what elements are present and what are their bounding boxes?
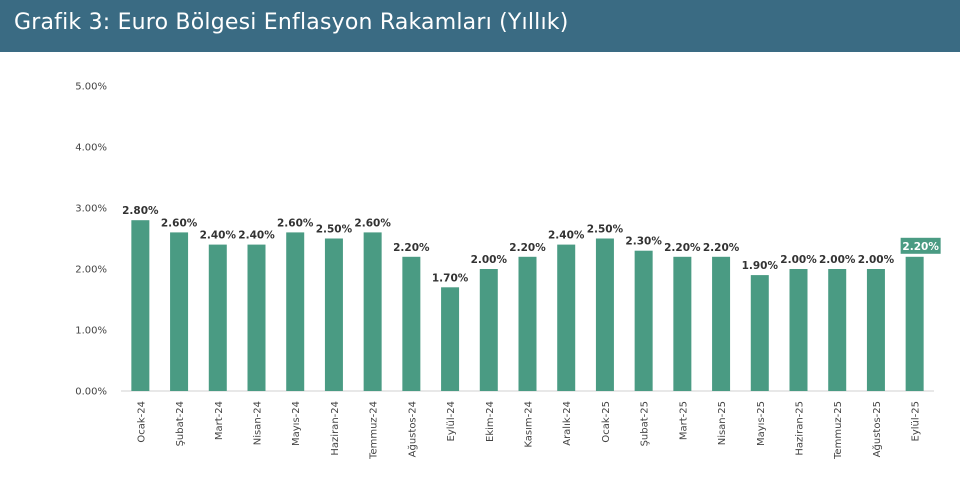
data-label: 2.30% <box>625 236 662 248</box>
data-label: 2.50% <box>316 224 353 236</box>
data-label: 1.90% <box>742 260 779 272</box>
data-label: 2.60% <box>354 217 391 229</box>
bar <box>673 256 692 391</box>
x-tick-label: Ekim-24 <box>485 401 496 442</box>
data-label: 2.20% <box>509 242 546 254</box>
data-label: 2.00% <box>858 254 895 266</box>
y-tick-label: 2.00% <box>75 265 107 276</box>
x-tick-label: Ocak-24 <box>136 401 147 443</box>
bar <box>363 232 382 391</box>
data-label: 2.00% <box>819 254 856 266</box>
x-tick-label: Mayıs-24 <box>291 401 302 446</box>
data-label: 2.40% <box>548 230 585 242</box>
data-label: 2.20% <box>703 242 740 254</box>
x-tick-label: Şubat-25 <box>640 401 651 446</box>
x-tick-label: Temmuz-25 <box>833 401 844 460</box>
bar <box>595 238 614 391</box>
bar <box>324 238 343 391</box>
data-label: 2.20% <box>664 242 701 254</box>
x-tick-label: Ağustos-25 <box>871 401 883 457</box>
bar <box>789 269 808 391</box>
x-tick-label: Mayıs-25 <box>756 401 767 446</box>
bar <box>634 250 653 391</box>
y-tick-label: 1.00% <box>75 326 107 337</box>
x-tick-label: Nisan-25 <box>717 401 728 445</box>
bar <box>286 232 305 391</box>
x-tick-label: Eylül-24 <box>446 401 457 441</box>
x-tick-label: Aralık-24 <box>562 401 573 446</box>
y-tick-label: 0.00% <box>75 387 107 398</box>
bar <box>712 256 731 391</box>
data-label: 2.20% <box>902 241 939 253</box>
data-label: 2.80% <box>122 205 159 217</box>
bar <box>131 220 150 391</box>
x-tick-label: Temmuz-24 <box>369 401 380 460</box>
x-tick-label: Mart-24 <box>214 401 225 440</box>
data-label: 2.50% <box>587 224 624 236</box>
bar <box>170 232 189 391</box>
data-label: 2.40% <box>238 230 275 242</box>
highlight-label-box <box>900 237 941 254</box>
bar <box>557 244 576 391</box>
x-tick-label: Haziran-24 <box>330 401 341 456</box>
bar <box>479 269 498 391</box>
data-label: 2.20% <box>393 242 430 254</box>
bar <box>208 244 227 391</box>
bar <box>247 244 266 391</box>
bar <box>866 269 885 391</box>
x-tick-label: Şubat-24 <box>175 401 186 446</box>
y-tick-label: 5.00% <box>75 82 107 93</box>
x-tick-label: Mart-25 <box>678 401 689 440</box>
data-label: 2.60% <box>277 217 314 229</box>
x-tick-label: Eylül-25 <box>911 401 922 441</box>
data-label: 2.00% <box>471 254 508 266</box>
chart-area: 0.00% 1.00% 2.00% 3.00% 4.00% 5.00% 2.80% Ocak-… <box>0 52 960 487</box>
bar <box>905 256 924 391</box>
x-tick-label: Ağustos-24 <box>406 401 418 457</box>
bar <box>441 287 460 391</box>
y-tick-label: 3.00% <box>75 204 107 215</box>
bar <box>750 275 769 391</box>
x-tick-label: Kasım-24 <box>524 401 535 448</box>
bar <box>828 269 847 391</box>
data-label: 1.70% <box>432 272 469 284</box>
x-tick-label: Nisan-24 <box>253 401 264 445</box>
data-label: 2.60% <box>161 217 198 229</box>
y-tick-label: 4.00% <box>75 143 107 154</box>
data-label: 2.40% <box>200 230 237 242</box>
x-tick-label: Haziran-25 <box>795 401 806 456</box>
bar <box>518 256 537 391</box>
chart-title: Grafik 3: Euro Bölgesi Enflasyon Rakamla… <box>14 10 569 35</box>
bar <box>402 256 421 391</box>
title-banner: Grafik 3: Euro Bölgesi Enflasyon Rakamla… <box>0 0 960 52</box>
x-tick-label: Ocak-25 <box>601 401 612 443</box>
bar-chart: 0.00% 1.00% 2.00% 3.00% 4.00% 5.00% 2.80% Ocak-… <box>75 82 941 460</box>
data-label: 2.00% <box>780 254 817 266</box>
